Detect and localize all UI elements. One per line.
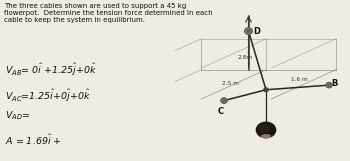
Text: The three cables shown are used to support a 45 kg
flowerpot.  Determine the ten: The three cables shown are used to suppo…: [4, 3, 212, 23]
Ellipse shape: [259, 125, 270, 132]
Text: B: B: [331, 79, 337, 88]
Text: D: D: [254, 27, 261, 36]
Text: 2.8m: 2.8m: [237, 55, 253, 60]
Circle shape: [328, 84, 330, 86]
Ellipse shape: [262, 135, 270, 137]
Text: $V_{AC}$=1.25$\hat{i}$+0$\hat{j}$+0$\hat{k}$: $V_{AC}$=1.25$\hat{i}$+0$\hat{j}$+0$\hat…: [6, 87, 91, 104]
Circle shape: [221, 98, 227, 103]
Circle shape: [326, 82, 332, 88]
Circle shape: [264, 88, 268, 92]
Text: 1.6 m: 1.6 m: [291, 77, 308, 82]
Ellipse shape: [256, 122, 276, 138]
Text: 2.5 m: 2.5 m: [223, 81, 239, 86]
Text: $V_{AD}$=: $V_{AD}$=: [6, 109, 31, 122]
Circle shape: [223, 99, 225, 102]
Text: $V_{AB}$= 0$\hat{i}$ +1.25$\hat{j}$+0$\hat{k}$: $V_{AB}$= 0$\hat{i}$ +1.25$\hat{j}$+0$\h…: [6, 61, 97, 78]
Circle shape: [245, 28, 252, 34]
Text: A = 1.69$\hat{i}$ +: A = 1.69$\hat{i}$ +: [6, 132, 62, 147]
Text: C: C: [217, 107, 224, 116]
Circle shape: [246, 29, 251, 33]
